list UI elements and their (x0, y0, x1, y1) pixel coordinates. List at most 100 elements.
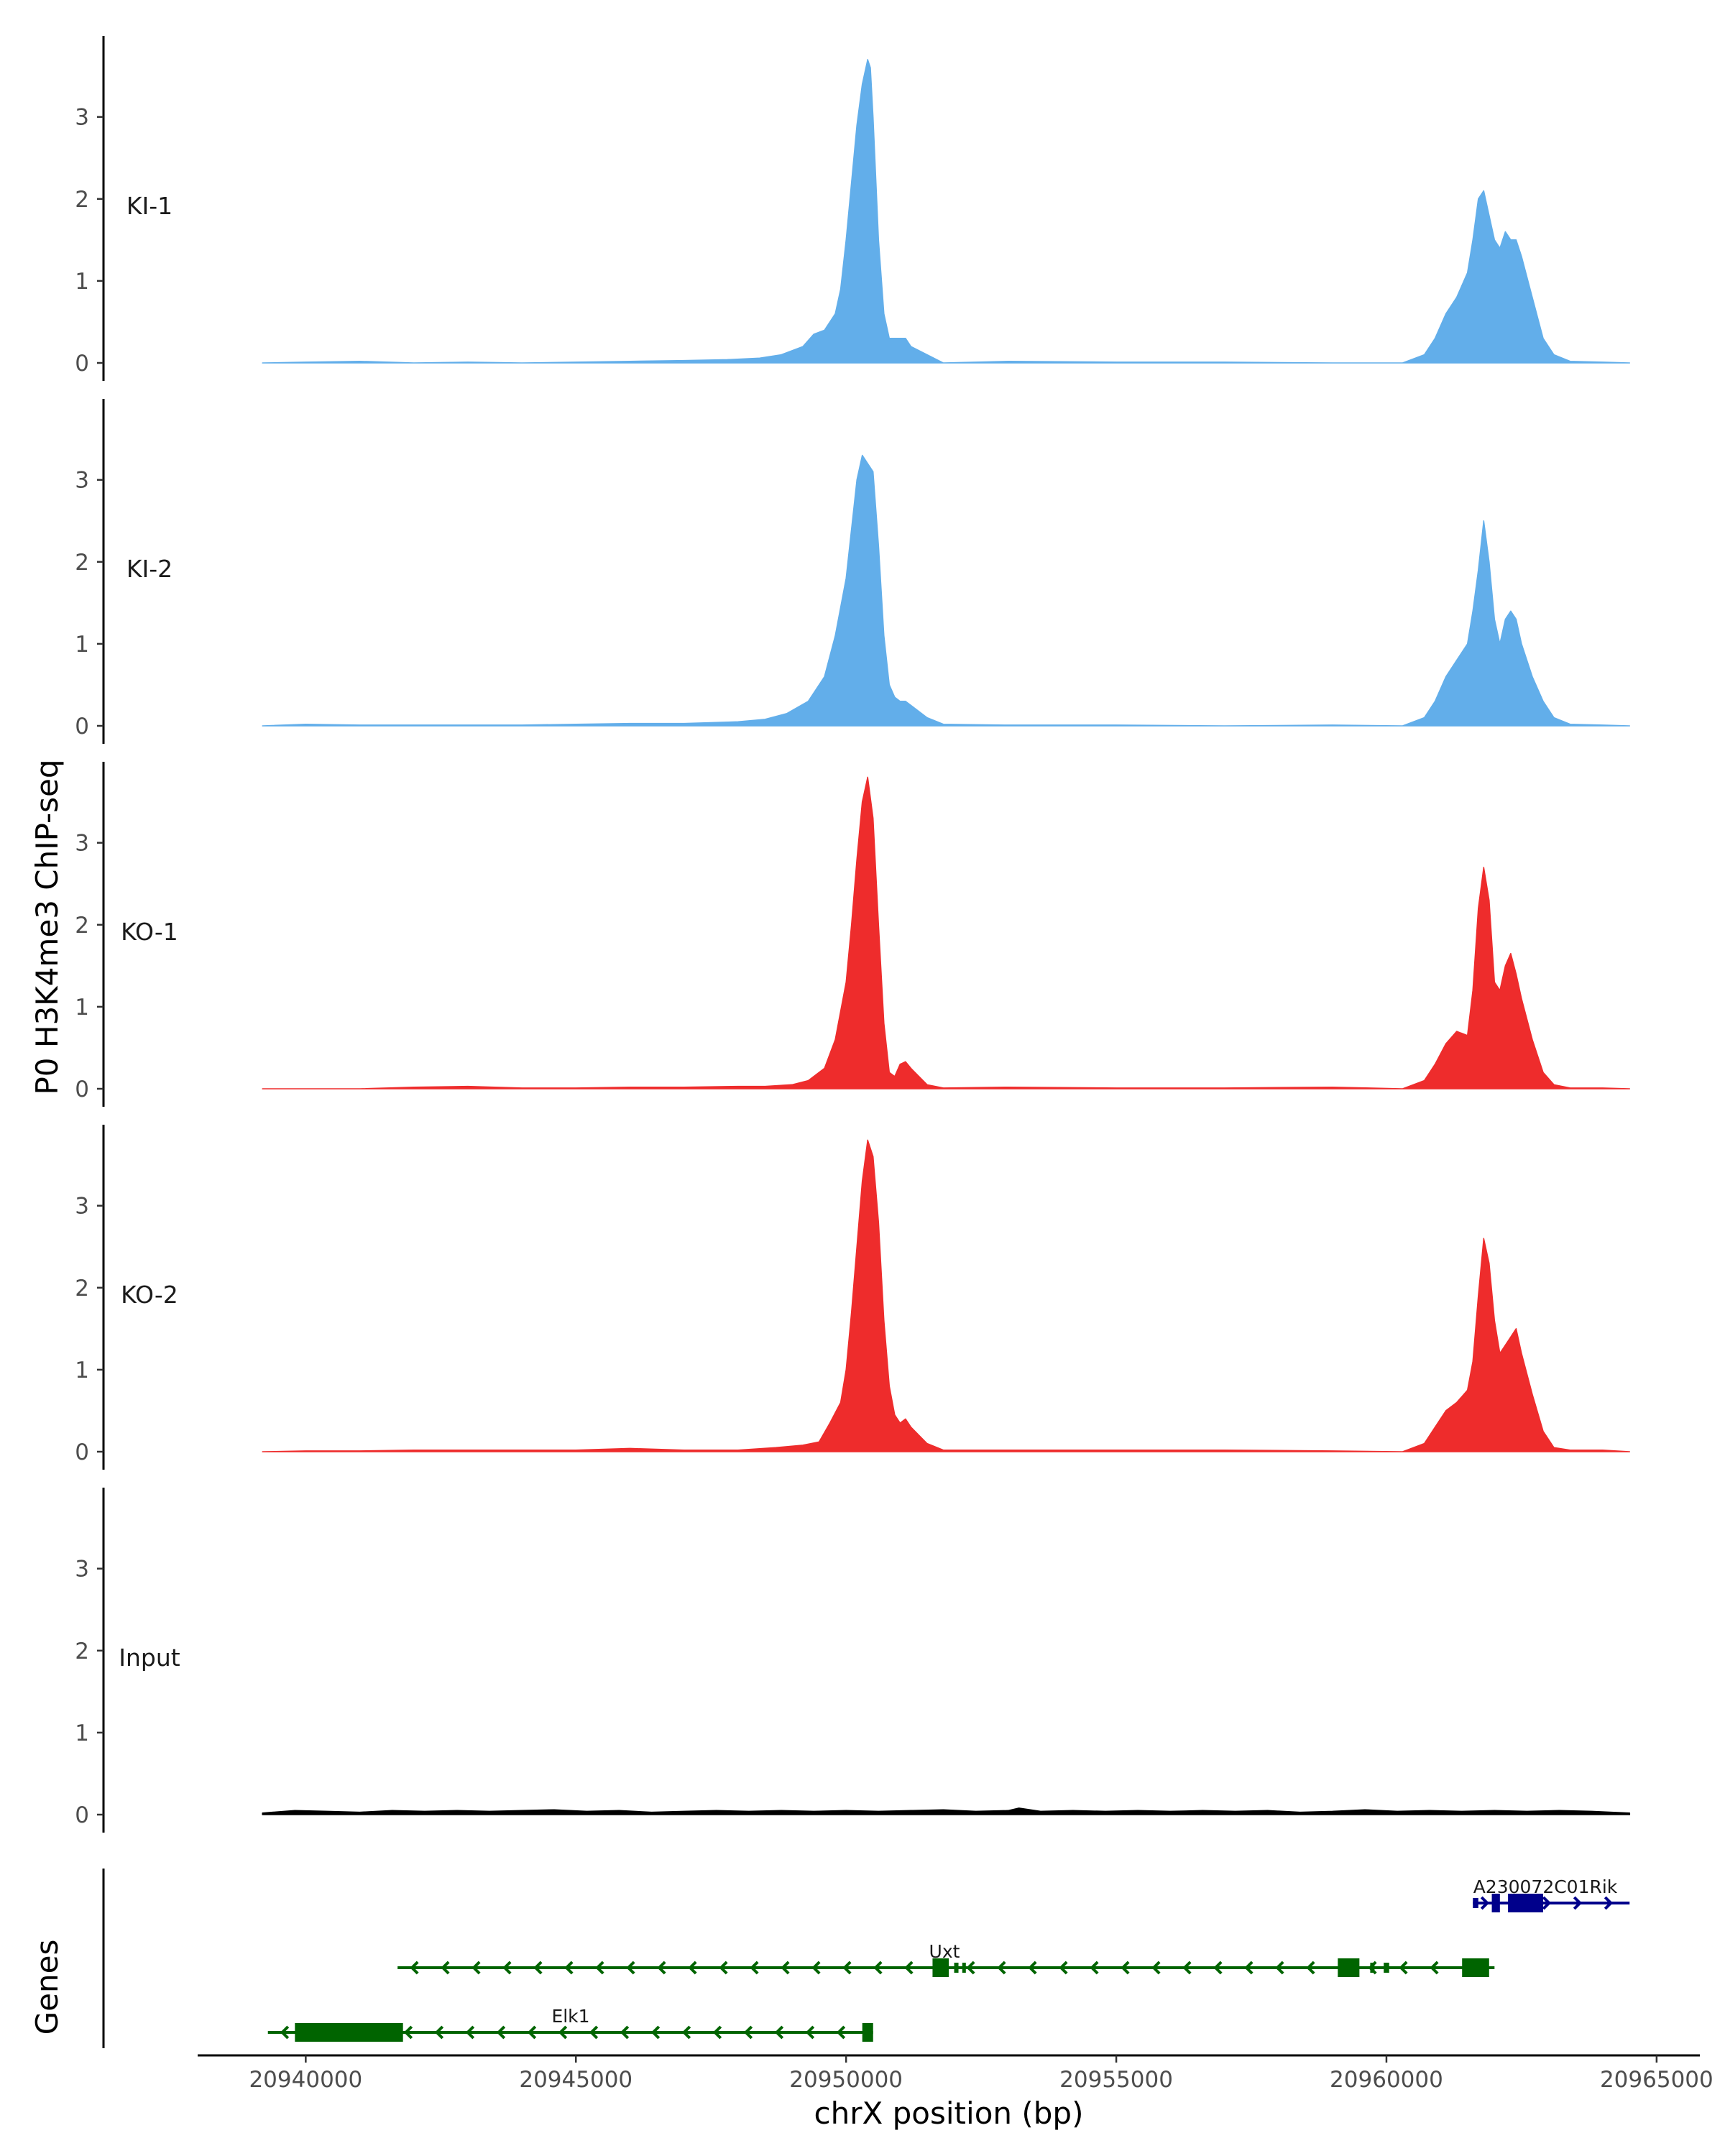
tracks-layer: 0 1 2 3 KI-1 0 1 2 3 KI-2 0 1 2 3 KO-1 0 1 2 3 KO-2 0 1 2 3 Inpu… (75, 36, 1631, 1833)
x-tick-label: 20945000 (519, 2067, 632, 2093)
strand-arrow (1244, 1961, 1254, 1975)
strand-arrow (805, 2025, 815, 2040)
track-label: KI-2 (126, 555, 172, 583)
strand-arrow (873, 1961, 883, 1975)
signal-area (262, 59, 1631, 364)
strand-arrow (1306, 1961, 1315, 1975)
y-tick-label: 1 (75, 1720, 89, 1746)
strand-arrow (1399, 1961, 1408, 1975)
strand-arrow (589, 2025, 599, 2040)
strand-arrow (1480, 1896, 1490, 1910)
track-label: KI-1 (126, 192, 172, 220)
exon-block (962, 1963, 966, 1973)
y-tick-label: 3 (75, 1194, 89, 1220)
y-tick-label: 3 (75, 831, 89, 857)
x-tick-label: 20950000 (789, 2067, 903, 2093)
strand-arrow (1275, 1961, 1284, 1975)
y-tick-label: 2 (75, 1639, 89, 1664)
y-tick-label: 1 (75, 995, 89, 1021)
track-ki-2: 0 1 2 3 KI-2 (75, 399, 1631, 744)
exon-block (1508, 1894, 1543, 1912)
strand-arrow (1213, 1961, 1223, 1975)
strand-arrow (781, 1961, 790, 1975)
y-tick-label: 3 (75, 468, 89, 494)
x-tick-label: 20965000 (1600, 2067, 1714, 2093)
genes-axis-title: Genes (29, 1940, 65, 2035)
strand-arrow (1090, 1961, 1099, 1975)
strand-arrow (842, 1961, 852, 1975)
strand-arrow (743, 2025, 753, 2040)
strand-arrow (620, 2025, 630, 2040)
signal-area (262, 1139, 1631, 1452)
strand-arrow (558, 2025, 568, 2040)
strand-arrow (997, 1961, 1006, 1975)
strand-arrow (681, 2025, 691, 2040)
exon-block (1473, 1898, 1478, 1908)
strand-arrow (280, 2025, 290, 2040)
strand-arrow (465, 2025, 475, 2040)
strand-arrow (904, 1961, 914, 1975)
x-tick-label: 20955000 (1059, 2067, 1173, 2093)
exon-block (1384, 1963, 1389, 1973)
track-label: KO-2 (121, 1281, 178, 1309)
strand-arrow (1573, 1896, 1583, 1910)
x-tick-label: 20940000 (249, 2067, 362, 2093)
strand-arrow (750, 1961, 759, 1975)
y-tick-label: 0 (75, 351, 89, 377)
strand-arrow (1059, 1961, 1068, 1975)
strand-arrow (1604, 1896, 1614, 1910)
strand-arrow (533, 1961, 543, 1975)
exon-block (862, 2023, 873, 2042)
strand-arrow (1182, 1961, 1192, 1975)
strand-arrow (712, 2025, 722, 2040)
exon-block (1370, 1963, 1375, 1973)
strand-arrow (811, 1961, 821, 1975)
track-input: 0 1 2 3 Input (75, 1488, 1631, 1833)
gene-label: A230072C01Rik (1473, 1876, 1618, 1897)
exon-block (1338, 1958, 1360, 1977)
strand-arrow (626, 1961, 635, 1975)
strand-arrow (650, 2025, 661, 2040)
y-tick-label: 0 (75, 1077, 89, 1102)
strand-arrow (657, 1961, 666, 1975)
gene-elk1: Elk1 (267, 2006, 873, 2042)
track-label: KO-1 (121, 918, 178, 946)
strand-arrow (719, 1961, 728, 1975)
strand-arrow (1028, 1961, 1037, 1975)
gene-label: Elk1 (551, 2006, 589, 2027)
strand-arrow (472, 1961, 481, 1975)
x-tick-label: 20960000 (1330, 2067, 1443, 2093)
strand-arrow (966, 1961, 975, 1975)
exon-block (932, 1958, 949, 1977)
track-ko-1: 0 1 2 3 KO-1 (75, 762, 1631, 1107)
strand-arrow (502, 1961, 512, 1975)
strand-arrow (1121, 1961, 1130, 1975)
y-tick-label: 0 (75, 714, 89, 740)
y-tick-label: 1 (75, 632, 89, 658)
y-tick-label: 1 (75, 269, 89, 295)
exon-block (954, 1963, 959, 1973)
y-tick-label: 2 (75, 913, 89, 939)
track-ko-2: 0 1 2 3 KO-2 (75, 1125, 1631, 1470)
exon-block (1462, 1958, 1489, 1977)
track-label: Input (119, 1644, 180, 1672)
strand-arrow (774, 2025, 784, 2040)
gene-uxt: Uxt (397, 1941, 1495, 1977)
strand-arrow (595, 1961, 604, 1975)
exon-block (295, 2023, 403, 2042)
y-tick-label: 0 (75, 1439, 89, 1465)
y-tick-label: 3 (75, 105, 89, 131)
y-tick-label: 0 (75, 1802, 89, 1828)
y-tick-label: 1 (75, 1358, 89, 1383)
strand-arrow (496, 2025, 506, 2040)
strand-arrow (434, 2025, 444, 2040)
y-axis-title: P0 H3K4me3 ChIP-seq (29, 759, 65, 1095)
y-tick-label: 2 (75, 1276, 89, 1302)
strand-arrow (1542, 1896, 1552, 1910)
strand-arrow (410, 1961, 419, 1975)
strand-arrow (564, 1961, 574, 1975)
strand-arrow (836, 2025, 846, 2040)
strand-arrow (527, 2025, 537, 2040)
x-axis: 20940000 20945000 20950000 20955000 20960000… (198, 2054, 1714, 2093)
